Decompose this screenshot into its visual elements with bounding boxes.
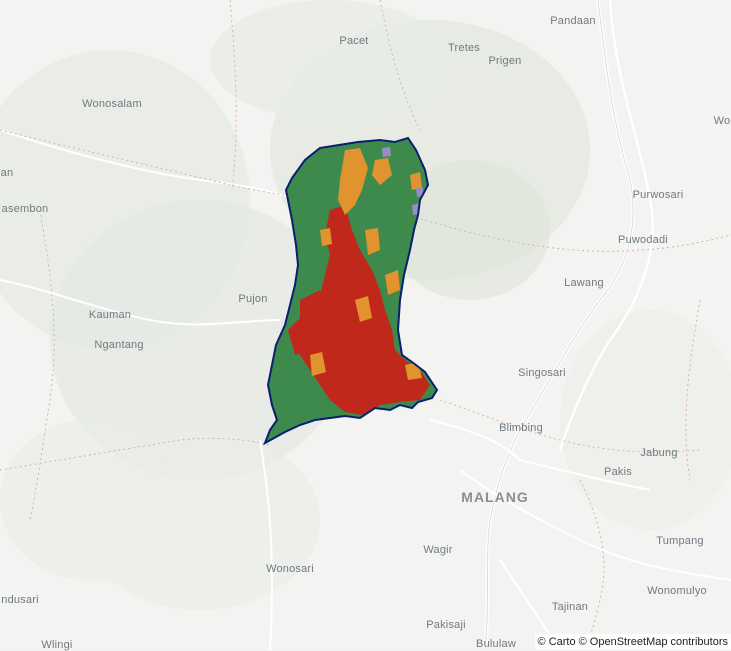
place-label: Pandaan: [550, 15, 596, 27]
place-label: Wlingi: [41, 639, 73, 651]
place-label: Wonosalam: [82, 98, 142, 110]
place-label: Wo: [713, 115, 731, 127]
place-label: Wonomulyo: [647, 585, 707, 597]
region-outline: [263, 136, 439, 446]
place-label: ndusari: [1, 594, 39, 606]
map-attribution[interactable]: © Carto © OpenStreetMap contributors: [534, 634, 731, 650]
place-label: Pacet: [339, 35, 369, 47]
place-label: Puwodadi: [618, 234, 668, 246]
place-label: Blimbing: [499, 422, 543, 434]
place-label: an: [0, 167, 14, 179]
place-label: Kauman: [88, 309, 132, 321]
place-label: Pakisaji: [426, 619, 466, 631]
place-label: Tajinan: [551, 601, 589, 613]
place-label: Jabung: [640, 447, 678, 459]
place-label: Pujon: [238, 293, 268, 305]
place-label: Bululaw: [476, 638, 516, 650]
place-label: Tretes: [448, 42, 480, 54]
place-label: Tumpang: [656, 535, 704, 547]
place-label: Prigen: [488, 55, 522, 67]
place-label: asembon: [1, 203, 49, 215]
place-label: Ngantang: [94, 339, 144, 351]
place-label: Singosari: [518, 367, 566, 379]
place-label: Wonosari: [266, 563, 314, 575]
place-label: Lawang: [564, 277, 604, 289]
land-class-orange: [310, 148, 422, 380]
place-label: Pakis: [604, 466, 632, 478]
place-label: Wagir: [423, 544, 453, 556]
city-label: MALANG: [461, 489, 529, 505]
place-label: Purwosari: [632, 189, 684, 201]
